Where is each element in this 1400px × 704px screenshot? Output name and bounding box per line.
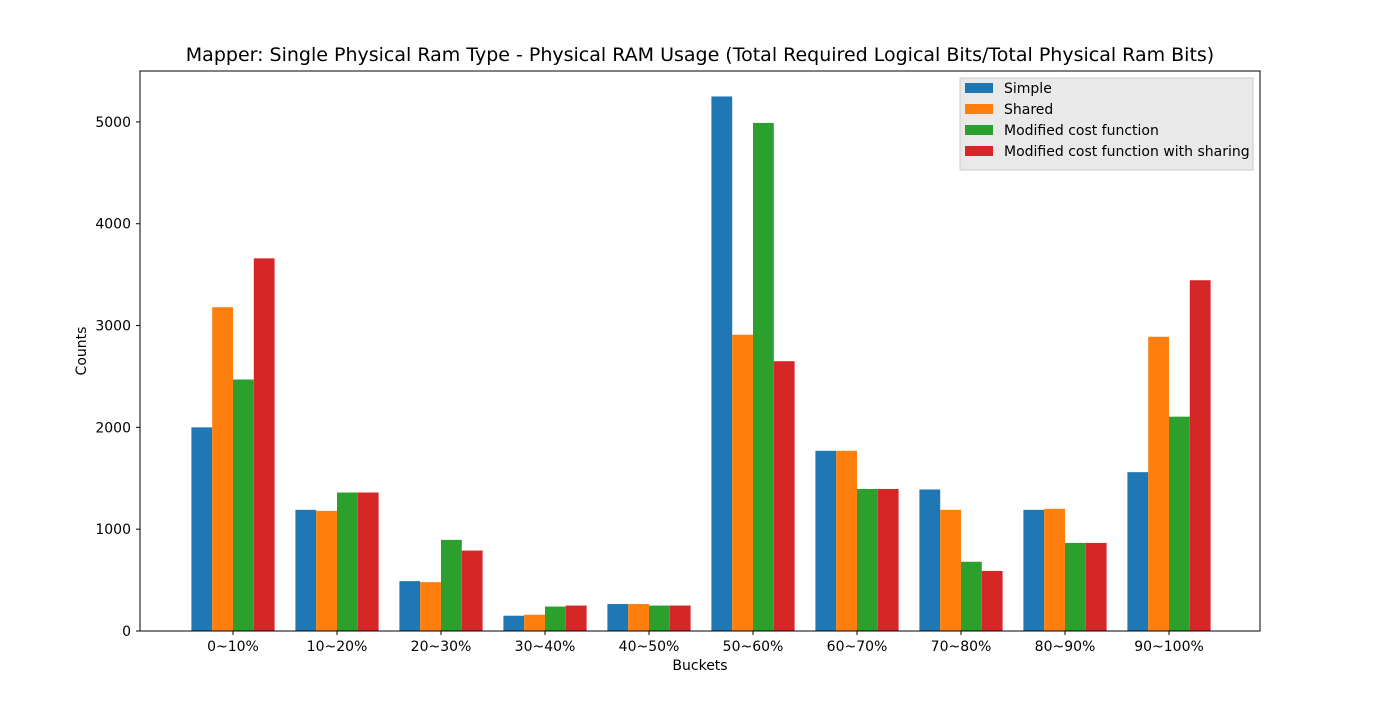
bar-0-6 — [815, 450, 837, 631]
legend-label-1: Shared — [1004, 102, 1053, 118]
x-tick-label-2: 20~30% — [411, 639, 472, 655]
bar-0-9 — [1127, 472, 1149, 631]
bar-1-2 — [420, 582, 441, 631]
bar-2-0 — [233, 379, 254, 631]
bar-0-2 — [399, 581, 421, 631]
y-axis-label: Counts — [74, 327, 90, 376]
bar-2-8 — [1065, 542, 1086, 631]
x-tick-label-3: 30~40% — [515, 639, 576, 655]
legend-swatch-3 — [965, 146, 993, 156]
bar-3-4 — [669, 605, 691, 631]
plot-frame — [139, 70, 1261, 632]
y-tick-label-1: 1000 — [95, 522, 131, 538]
legend-swatch-2 — [965, 125, 993, 135]
bar-0-1 — [295, 509, 317, 631]
x-tick-label-5: 50~60% — [723, 639, 784, 655]
legend-swatch-0 — [965, 83, 993, 93]
bar-1-9 — [1148, 336, 1169, 631]
y-tick-label-4: 4000 — [95, 217, 131, 233]
bar-3-2 — [461, 550, 483, 631]
bar-0-8 — [1023, 509, 1045, 631]
x-tick-label-9: 90~100% — [1134, 639, 1204, 655]
bar-1-6 — [836, 450, 857, 631]
bar-2-4 — [649, 605, 670, 631]
y-tick-label-0: 0 — [122, 624, 131, 640]
y-tick-label-5: 5000 — [95, 115, 131, 131]
x-tick-label-0: 0~10% — [207, 639, 259, 655]
bar-0-3 — [503, 615, 525, 631]
bar-0-5 — [711, 96, 733, 631]
y-tick-label-3: 3000 — [95, 319, 131, 335]
bar-2-9 — [1169, 416, 1190, 631]
bars-layer — [191, 96, 1211, 632]
bar-3-6 — [877, 488, 899, 631]
bar-2-3 — [545, 606, 566, 631]
legend: Simple Shared Modified cost function Modifi… — [959, 77, 1254, 171]
legend-box — [959, 77, 1254, 171]
bar-1-3 — [524, 614, 545, 631]
legend-label-2: Modified cost function — [1004, 123, 1159, 139]
bar-2-1 — [337, 492, 358, 631]
x-tick-label-8: 80~90% — [1035, 639, 1096, 655]
bar-3-1 — [357, 492, 379, 631]
bar-2-6 — [857, 488, 878, 631]
bar-3-9 — [1189, 280, 1211, 631]
bar-1-5 — [732, 334, 753, 631]
bar-3-8 — [1085, 542, 1107, 631]
bar-0-0 — [191, 427, 213, 631]
bar-1-4 — [628, 604, 649, 631]
bar-2-5 — [753, 122, 774, 632]
bar-1-8 — [1044, 508, 1065, 631]
bar-2-7 — [961, 561, 982, 631]
bar-3-0 — [253, 258, 275, 631]
x-tick-label-4: 40~50% — [619, 639, 680, 655]
legend-label-3: Modified cost function with sharing — [1004, 144, 1250, 160]
chart-title: Mapper: Single Physical Ram Type - Physi… — [186, 44, 1214, 66]
bar-1-1 — [316, 510, 337, 631]
bar-3-7 — [981, 570, 1003, 631]
x-tick-label-7: 70~80% — [931, 639, 992, 655]
bar-3-5 — [773, 361, 795, 631]
y-tick-label-2: 2000 — [95, 420, 131, 436]
bar-1-0 — [212, 307, 233, 631]
bar-0-4 — [607, 604, 629, 631]
x-axis-label: Buckets — [672, 658, 727, 674]
bar-0-7 — [919, 489, 941, 631]
x-tick-label-6: 60~70% — [827, 639, 888, 655]
ticks-layer: 0 1000 2000 3000 4000 5000 0~10% 10~20% 20~30% 30… — [95, 115, 1203, 655]
bar-2-2 — [441, 539, 462, 631]
legend-label-0: Simple — [1004, 81, 1052, 97]
bar-1-7 — [940, 509, 961, 631]
bar-3-3 — [565, 605, 587, 631]
legend-swatch-1 — [965, 104, 993, 114]
x-tick-label-1: 10~20% — [307, 639, 368, 655]
